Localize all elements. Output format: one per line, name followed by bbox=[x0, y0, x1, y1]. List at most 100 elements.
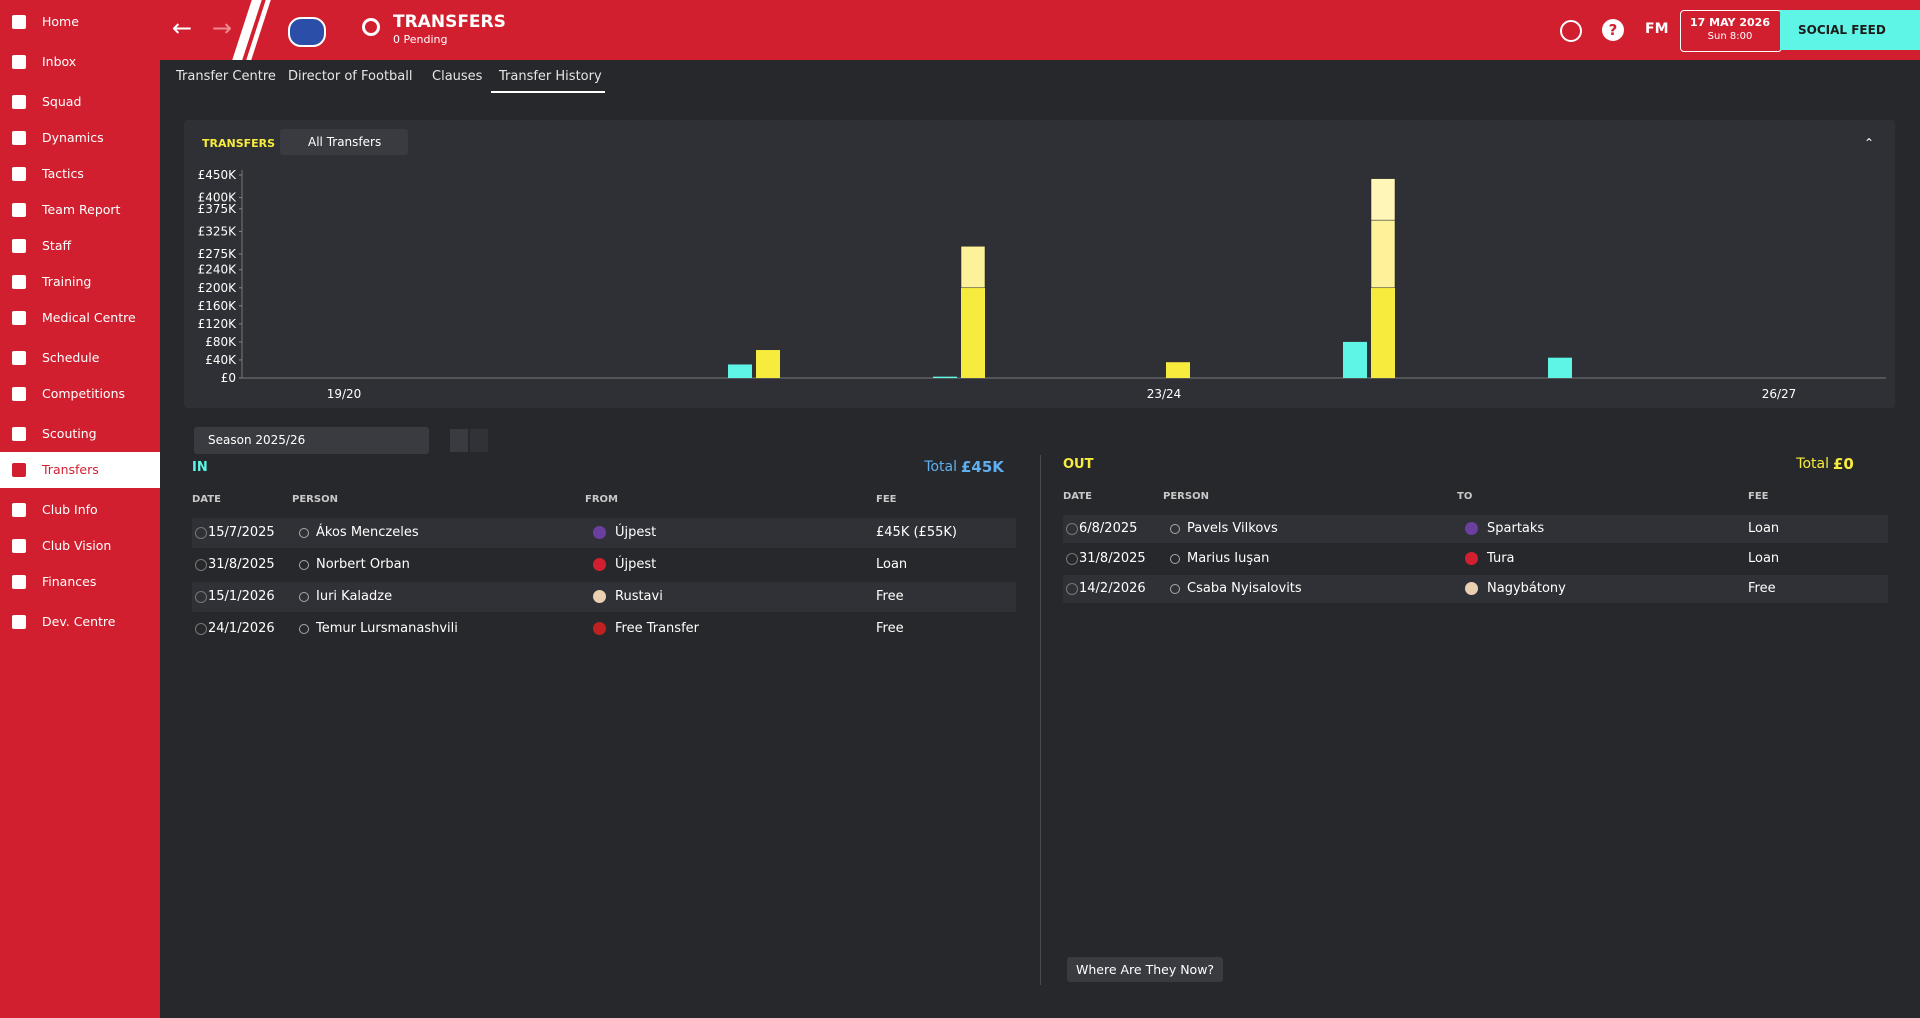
column-header[interactable]: PERSON bbox=[292, 494, 338, 505]
table-cell[interactable]: Ákos Menczeles bbox=[316, 525, 419, 540]
table-cell[interactable]: Rustavi bbox=[615, 589, 663, 604]
bar bbox=[933, 376, 957, 378]
bar bbox=[1343, 341, 1367, 378]
page-subtitle: 0 Pending bbox=[393, 33, 448, 46]
table-cell[interactable]: Újpest bbox=[615, 525, 657, 540]
nav-item[interactable]: Staff bbox=[42, 238, 72, 253]
date[interactable]: 17 MAY 2026 bbox=[1690, 16, 1770, 29]
table-cell[interactable]: Temur Lursmanashvili bbox=[316, 621, 458, 636]
table-cell[interactable]: Tura bbox=[1487, 551, 1515, 566]
header-icon[interactable] bbox=[1560, 20, 1582, 42]
nav-item[interactable]: Competitions bbox=[42, 386, 126, 401]
nav-icon bbox=[12, 167, 26, 181]
person-icon bbox=[299, 592, 309, 602]
nav-item[interactable]: Squad bbox=[42, 94, 82, 109]
tab[interactable]: Clauses bbox=[432, 69, 483, 84]
help-button[interactable]: ? bbox=[1602, 19, 1624, 41]
x-tick-label: 19/20 bbox=[327, 387, 362, 401]
y-tick-label: £375K bbox=[198, 202, 238, 216]
time[interactable]: Sun 8:00 bbox=[1707, 31, 1753, 42]
bar bbox=[961, 287, 985, 378]
column-header[interactable]: FROM bbox=[585, 494, 618, 505]
nav-icon bbox=[12, 351, 26, 365]
page-title: TRANSFERS bbox=[393, 12, 506, 32]
table-cell[interactable]: Spartaks bbox=[1487, 521, 1545, 536]
social-feed[interactable]: SOCIAL FEED bbox=[1798, 23, 1886, 37]
table-cell[interactable]: Nagybátony bbox=[1487, 581, 1566, 596]
row-check bbox=[1066, 523, 1078, 535]
table-cell: Free bbox=[876, 621, 904, 636]
chart-background bbox=[184, 120, 1895, 408]
back-button[interactable]: ← bbox=[172, 14, 193, 42]
table-cell: Loan bbox=[1748, 521, 1780, 536]
nav-item[interactable]: Home bbox=[42, 14, 79, 29]
column-header[interactable]: TO bbox=[1457, 491, 1473, 502]
bar bbox=[728, 364, 752, 378]
where-button[interactable]: Where Are They Now? bbox=[1067, 957, 1224, 982]
season-prev[interactable] bbox=[450, 429, 468, 452]
nav-item[interactable]: Club Vision bbox=[42, 538, 112, 553]
nav-item[interactable]: Schedule bbox=[42, 350, 100, 365]
table-cell: 6/8/2025 bbox=[1079, 521, 1138, 536]
fm-logo[interactable]: FM bbox=[1645, 21, 1669, 37]
column-header[interactable]: DATE bbox=[1063, 491, 1092, 502]
nav-item[interactable]: Tactics bbox=[42, 166, 84, 181]
tab[interactable]: Transfer Centre bbox=[176, 69, 276, 84]
nav-item[interactable]: Dynamics bbox=[42, 130, 104, 145]
nav-item[interactable]: Team Report bbox=[42, 202, 121, 217]
nav-icon bbox=[12, 95, 26, 109]
column-header[interactable]: DATE bbox=[192, 494, 221, 505]
table-cell[interactable]: Iuri Kaladze bbox=[316, 589, 393, 604]
sidebar bbox=[0, 0, 160, 1018]
nav-item[interactable]: Club Info bbox=[42, 502, 98, 517]
season-select[interactable]: Season 2025/26 bbox=[194, 427, 429, 454]
social-box[interactable] bbox=[1780, 10, 1920, 50]
person-icon bbox=[1170, 554, 1180, 564]
search-button[interactable] bbox=[362, 18, 380, 36]
table-cell[interactable]: Pavels Vilkovs bbox=[1187, 521, 1278, 536]
forward-button[interactable]: → bbox=[212, 14, 233, 42]
nav-item[interactable]: Training bbox=[42, 274, 92, 289]
club-badge[interactable] bbox=[288, 17, 326, 47]
nav-item[interactable]: Transfers bbox=[42, 462, 99, 477]
x-tick-label: 26/27 bbox=[1762, 387, 1797, 401]
club-badge bbox=[593, 526, 606, 539]
row-check bbox=[195, 559, 207, 571]
total-label: Total bbox=[1796, 456, 1829, 472]
column-header[interactable]: FEE bbox=[876, 494, 897, 505]
nav-item[interactable]: Inbox bbox=[42, 54, 77, 69]
nav-icon bbox=[12, 463, 26, 477]
tab[interactable]: Director of Football bbox=[288, 69, 413, 84]
nav-icon bbox=[12, 575, 26, 589]
table-cell[interactable]: Marius Iuşan bbox=[1187, 551, 1270, 566]
y-tick-label: £160K bbox=[198, 299, 238, 313]
row-check bbox=[195, 527, 207, 539]
table-cell: 24/1/2026 bbox=[208, 621, 275, 636]
bar bbox=[1370, 219, 1396, 289]
x-tick-label: 23/24 bbox=[1147, 387, 1182, 401]
nav-item[interactable]: Scouting bbox=[42, 426, 97, 441]
nav-item[interactable]: Dev. Centre bbox=[42, 614, 116, 629]
tab-underline bbox=[491, 91, 605, 93]
table-cell[interactable]: Free Transfer bbox=[615, 621, 699, 636]
tab[interactable]: Transfer History bbox=[499, 69, 602, 84]
y-tick-label: £450K bbox=[198, 168, 238, 182]
club-badge bbox=[593, 590, 606, 603]
table-cell[interactable]: Norbert Orban bbox=[316, 557, 410, 572]
column-header[interactable]: PERSON bbox=[1163, 491, 1209, 502]
table-cell[interactable]: Csaba Nyisalovits bbox=[1187, 581, 1302, 596]
season-next[interactable] bbox=[470, 429, 488, 452]
column-header[interactable]: FEE bbox=[1748, 491, 1769, 502]
bar bbox=[1166, 362, 1190, 378]
nav-item[interactable]: Medical Centre bbox=[42, 310, 136, 325]
panel-divider bbox=[1040, 455, 1041, 985]
bar bbox=[756, 350, 780, 378]
table-cell: 15/7/2025 bbox=[208, 525, 275, 540]
table-cell: 31/8/2025 bbox=[1079, 551, 1146, 566]
nav-item[interactable]: Finances bbox=[42, 574, 97, 589]
table-cell[interactable]: Újpest bbox=[615, 557, 657, 572]
row-check bbox=[195, 623, 207, 635]
filter-box[interactable] bbox=[280, 129, 408, 155]
bar bbox=[1370, 178, 1396, 221]
date-box[interactable] bbox=[1680, 10, 1782, 52]
